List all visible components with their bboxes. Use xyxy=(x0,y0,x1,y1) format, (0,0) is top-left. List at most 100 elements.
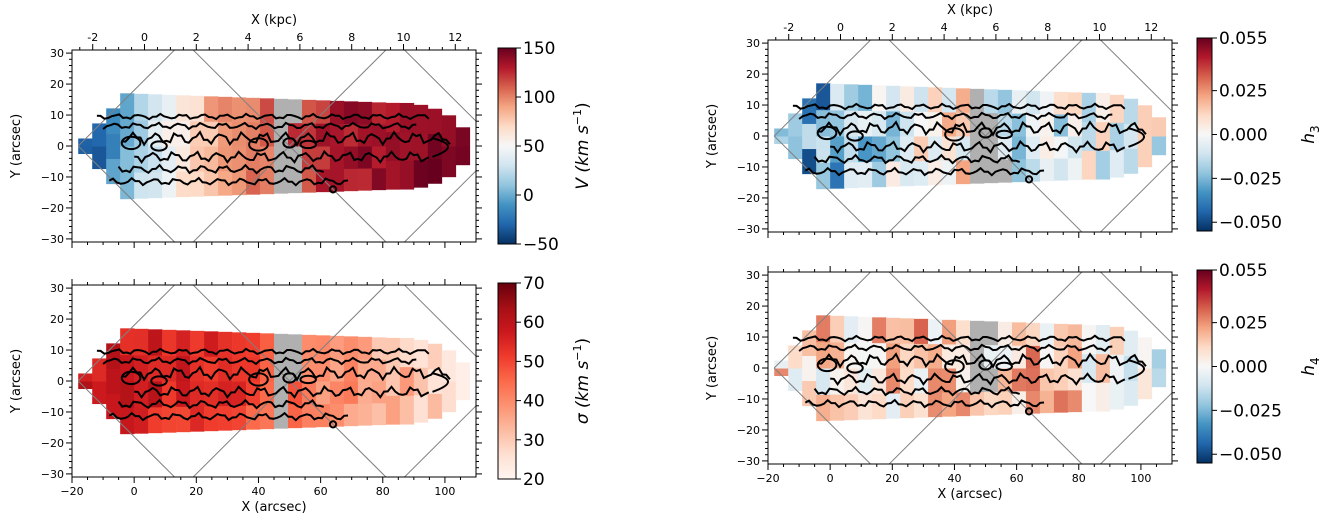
bin xyxy=(914,86,929,112)
contour-blob xyxy=(328,420,338,429)
bin xyxy=(190,171,205,197)
bin xyxy=(1123,98,1139,125)
fov-line xyxy=(403,50,476,122)
bin xyxy=(1109,381,1125,410)
bin xyxy=(427,393,443,419)
x-tick-label: 60 xyxy=(1010,472,1024,485)
panel-top-right: −30 −20 −10 0 10 20 30 -2 0 2 4 6 8 10 12 X (kpc) Y (arc… xyxy=(705,3,1322,238)
bin xyxy=(1067,136,1083,159)
bin xyxy=(830,368,845,395)
bin xyxy=(134,93,149,121)
y-tick-label: −30 xyxy=(737,455,760,468)
top-x-tick-label: 8 xyxy=(348,31,355,44)
colorbar: −0.050 −0.025 0.000 0.025 0.055 h3 xyxy=(1196,29,1322,233)
bin xyxy=(274,146,289,171)
bin xyxy=(287,99,303,124)
bin xyxy=(455,362,471,382)
bin xyxy=(1109,326,1125,355)
bin xyxy=(983,159,999,184)
colorbar: −50 0 50 100 150 V (km s−1) xyxy=(497,39,593,255)
bin xyxy=(1053,390,1069,413)
colorbar-label-sub: 4 xyxy=(1308,357,1322,365)
colorbar-label-main: h xyxy=(1299,365,1319,376)
y-tick-label: 30 xyxy=(50,282,64,295)
bin xyxy=(148,406,163,434)
bin xyxy=(78,373,93,382)
fov-line xyxy=(77,50,176,147)
fov-line xyxy=(985,135,1083,232)
bin xyxy=(343,101,359,125)
colorbar-label: σ (km s−1) xyxy=(571,338,593,424)
colorbar-label: h3 xyxy=(1299,125,1322,143)
colorbar-label-main: σ (km s xyxy=(573,361,593,425)
bin xyxy=(106,108,121,134)
bin xyxy=(1011,368,1027,392)
fov-line xyxy=(1099,272,1172,344)
fov-line xyxy=(77,145,176,242)
bin xyxy=(106,133,121,160)
bin xyxy=(802,330,817,356)
top-x-tick-label: 6 xyxy=(296,31,303,44)
bin xyxy=(1123,330,1139,357)
contour xyxy=(134,384,430,400)
bin xyxy=(983,391,999,416)
bin xyxy=(1039,158,1055,182)
colorbar-label-main: V (km s xyxy=(573,125,593,189)
bin xyxy=(872,136,887,162)
bin xyxy=(441,146,457,178)
bin xyxy=(92,146,107,170)
bin xyxy=(176,381,191,407)
top-x-tick-label: 2 xyxy=(193,31,200,44)
bin xyxy=(997,368,1013,392)
fov-line xyxy=(403,285,476,357)
contour-blob xyxy=(299,139,317,150)
top-x-tick-label: 2 xyxy=(889,21,896,34)
colorbar-label-sub: 3 xyxy=(1308,125,1322,133)
bin xyxy=(914,160,929,186)
x-tick-label: 100 xyxy=(1130,472,1151,485)
contour xyxy=(792,334,1126,343)
fov-line xyxy=(192,50,290,147)
fov-line xyxy=(888,135,986,232)
bin xyxy=(218,96,233,122)
contour-blob xyxy=(282,372,297,384)
fov-line xyxy=(773,135,872,232)
x-tick-label: 80 xyxy=(1072,472,1086,485)
contours xyxy=(96,347,451,429)
bin xyxy=(1067,114,1083,137)
bin xyxy=(788,368,803,392)
contour-blob xyxy=(120,135,142,151)
bin xyxy=(928,136,943,161)
contour-blob xyxy=(1024,407,1034,416)
bin xyxy=(427,343,443,370)
fov-line xyxy=(888,272,986,369)
y-tick-label: 10 xyxy=(50,109,64,122)
bin xyxy=(928,160,943,186)
colorbar-tick-label: −50 xyxy=(523,235,559,255)
y-axis-label: Y (arcsec) xyxy=(9,349,24,414)
bin xyxy=(232,381,247,406)
y-tick-label: −30 xyxy=(737,223,760,236)
bin xyxy=(78,146,93,155)
bin xyxy=(357,146,373,169)
bin xyxy=(788,136,803,160)
bin xyxy=(1067,346,1083,369)
bin xyxy=(928,392,943,418)
bin xyxy=(1067,157,1083,181)
fov-line xyxy=(289,380,387,477)
x-tick-label: 100 xyxy=(434,485,455,498)
contour xyxy=(830,371,1126,387)
bin xyxy=(176,146,191,172)
bin xyxy=(455,381,471,401)
colorbar-tick-label: −0.050 xyxy=(1219,213,1282,233)
y-tick-label: −10 xyxy=(737,393,760,406)
bin xyxy=(162,329,177,356)
bin xyxy=(1151,117,1167,137)
bin xyxy=(1095,382,1111,412)
bin xyxy=(371,359,387,382)
bin xyxy=(1151,136,1167,156)
bin xyxy=(413,367,429,396)
y-tick-label: 10 xyxy=(746,99,760,112)
colorbar-tick-label: 30 xyxy=(523,431,545,451)
